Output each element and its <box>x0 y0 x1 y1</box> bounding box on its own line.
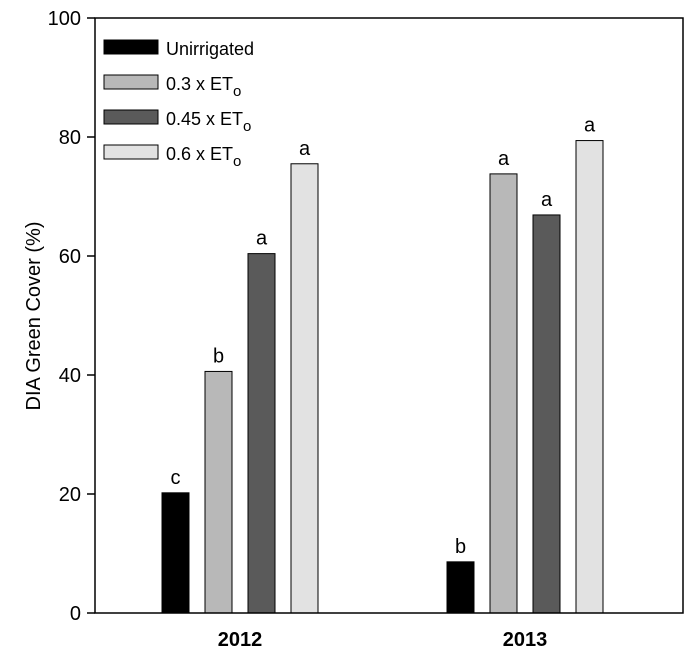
bar-2013-series-3 <box>575 140 604 614</box>
legend-label-text: 0.45 x ET <box>166 109 243 129</box>
legend-label-subscript: o <box>233 83 241 100</box>
x-tick-label: 2012 <box>218 629 263 651</box>
legend-swatch <box>103 39 159 55</box>
y-tick-label: 60 <box>59 246 81 268</box>
legend-label-text: 0.6 x ET <box>166 144 233 164</box>
y-tick-label: 100 <box>48 8 81 30</box>
bars <box>161 140 604 614</box>
significance-letter: c <box>171 467 181 489</box>
significance-letters: c b a a b a a a <box>171 115 596 558</box>
legend-swatch <box>103 109 159 125</box>
bar-2012-series-1 <box>204 370 233 614</box>
significance-letter: b <box>455 536 466 558</box>
x-tick-label: 2013 <box>503 629 548 651</box>
y-tick-label: 20 <box>59 484 81 506</box>
y-axis-label: DIA Green Cover (%) <box>23 222 45 411</box>
plot-frame <box>94 17 684 614</box>
y-axis-ticks: 0 20 40 60 80 100 <box>48 8 95 625</box>
bar-2013-series-1 <box>489 173 518 614</box>
y-tick-label: 0 <box>70 603 81 625</box>
bar-2013-series-0 <box>446 561 475 614</box>
legend-label: Unirrigated <box>166 39 254 59</box>
legend-swatch <box>103 144 159 160</box>
y-tick-label: 80 <box>59 127 81 149</box>
bar-2012-series-2 <box>247 253 276 614</box>
significance-letter: a <box>498 148 510 170</box>
significance-letter: a <box>299 138 311 160</box>
significance-letter: b <box>213 345 224 367</box>
legend-label-subscript: o <box>243 118 251 135</box>
significance-letter: a <box>256 228 268 250</box>
bar-2013-series-2 <box>532 214 561 614</box>
significance-letter: a <box>584 115 596 137</box>
significance-letter: a <box>541 189 553 211</box>
legend-label: 0.3 x ETo <box>166 74 241 100</box>
bar-2012-series-0 <box>161 492 190 614</box>
legend-label-text: Unirrigated <box>166 39 254 59</box>
legend-label-text: 0.3 x ET <box>166 74 233 94</box>
legend-label: 0.45 x ETo <box>166 109 251 135</box>
y-axis-title: DIA Green Cover (%) <box>23 222 45 411</box>
legend-swatch <box>103 74 159 90</box>
y-tick-label: 40 <box>59 365 81 387</box>
x-axis-ticks: 2012 2013 <box>218 629 548 651</box>
legend-label-subscript: o <box>233 153 241 170</box>
bar-2012-series-3 <box>290 163 319 614</box>
legend-label: 0.6 x ETo <box>166 144 241 170</box>
